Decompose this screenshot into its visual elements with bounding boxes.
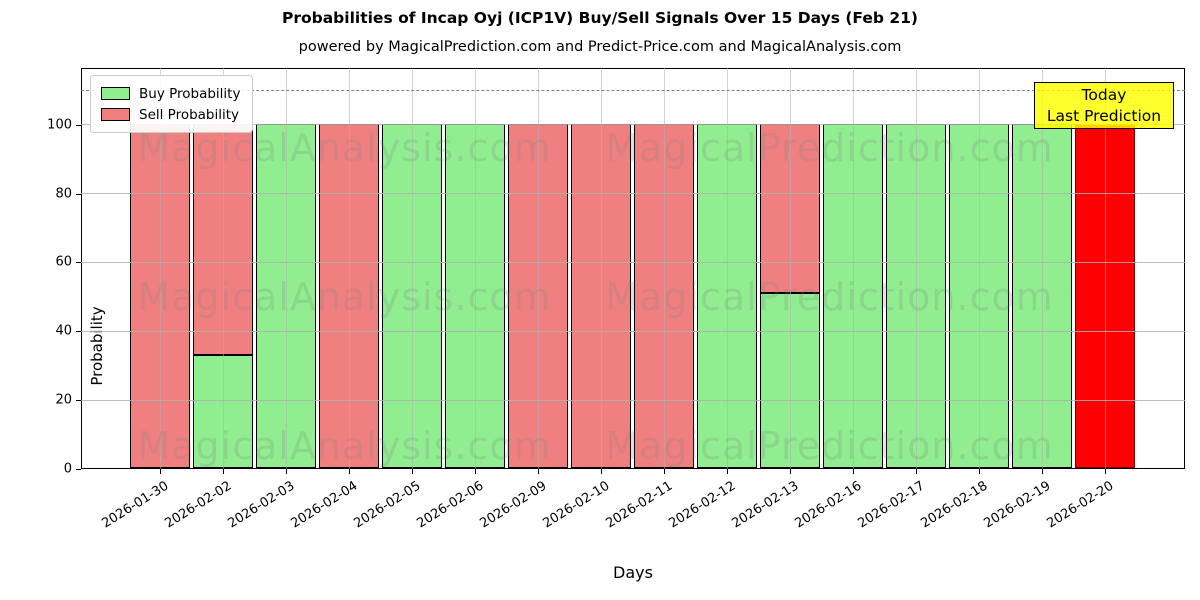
x-tick-mark — [1042, 469, 1043, 474]
plot-inner: MagicalAnalysis.com MagicalPrediction.com… — [80, 67, 1185, 469]
legend-item-sell: Sell Probability — [101, 104, 240, 125]
legend-label-buy: Buy Probability — [139, 85, 241, 102]
watermark-text: MagicalPrediction.com — [605, 125, 1054, 170]
y-tick-label: 60 — [55, 254, 72, 270]
x-gridline — [789, 67, 791, 469]
y-gridline — [80, 124, 1185, 126]
y-tick-mark — [76, 469, 81, 470]
x-gridline — [600, 67, 602, 469]
x-tick-mark — [538, 469, 539, 474]
y-tick-label: 40 — [55, 323, 72, 339]
watermark-text: MagicalPrediction.com — [605, 274, 1054, 319]
x-tick-label: 2026-02-18 — [918, 478, 991, 532]
x-tick-mark — [349, 469, 350, 474]
buy-swatch-icon — [101, 87, 130, 100]
x-tick-label: 2026-02-16 — [792, 478, 865, 532]
y-gridline — [80, 399, 1185, 401]
x-tick-label: 2026-02-13 — [729, 478, 802, 532]
y-tick-label: 80 — [55, 186, 72, 202]
x-gridline — [1041, 67, 1043, 469]
y-gridline — [80, 193, 1185, 195]
x-gridline — [537, 67, 539, 469]
x-tick-mark — [286, 469, 287, 474]
x-tick-label: 2026-01-30 — [99, 478, 172, 532]
x-gridline — [915, 67, 917, 469]
today-annotation-line2: Last Prediction — [1046, 106, 1162, 125]
x-gridline — [348, 67, 350, 469]
x-gridline — [285, 67, 287, 469]
x-tick-mark — [601, 469, 602, 474]
chart-title: Probabilities of Incap Oyj (ICP1V) Buy/S… — [281, 9, 919, 27]
x-tick-label: 2026-02-02 — [162, 478, 235, 532]
y-tick-label: 0 — [63, 461, 72, 477]
legend: Buy Probability Sell Probability — [90, 75, 254, 133]
y-tick-label: 100 — [47, 117, 72, 133]
y-gridline — [80, 330, 1185, 332]
y-axis-label: Probability — [88, 306, 106, 386]
x-tick-label: 2026-02-12 — [666, 478, 739, 532]
x-tick-mark — [475, 469, 476, 474]
x-tick-mark — [223, 469, 224, 474]
today-annotation: Today Last Prediction — [1034, 82, 1174, 129]
x-gridline — [978, 67, 980, 469]
legend-label-sell: Sell Probability — [139, 106, 240, 123]
sell-swatch-icon — [101, 108, 130, 121]
legend-item-buy: Buy Probability — [101, 83, 240, 104]
chart-subtitle: powered by MagicalPrediction.com and Pre… — [298, 39, 902, 55]
x-gridline — [1104, 67, 1106, 469]
x-gridline — [159, 67, 161, 469]
x-tick-label: 2026-02-19 — [981, 478, 1054, 532]
x-tick-label: 2026-02-10 — [540, 478, 613, 532]
x-tick-label: 2026-02-04 — [288, 478, 361, 532]
today-annotation-line1: Today — [1081, 85, 1127, 104]
x-gridline — [726, 67, 728, 469]
plot-area: MagicalAnalysis.com MagicalPrediction.com… — [80, 67, 1185, 469]
x-tick-mark — [664, 469, 665, 474]
x-tick-label: 2026-02-11 — [603, 478, 676, 532]
x-tick-mark — [412, 469, 413, 474]
x-tick-label: 2026-02-20 — [1044, 478, 1117, 532]
watermark-text: MagicalPrediction.com — [605, 423, 1054, 468]
x-tick-mark — [1105, 469, 1106, 474]
x-tick-mark — [853, 469, 854, 474]
watermark-text: MagicalAnalysis.com — [137, 423, 552, 468]
x-tick-mark — [727, 469, 728, 474]
x-gridline — [852, 67, 854, 469]
x-tick-label: 2026-02-09 — [477, 478, 550, 532]
watermark-text: MagicalAnalysis.com — [137, 274, 552, 319]
x-gridline — [663, 67, 665, 469]
x-gridline — [474, 67, 476, 469]
x-gridline — [411, 67, 413, 469]
x-tick-mark — [916, 469, 917, 474]
y-tick-label: 20 — [55, 392, 72, 408]
x-tick-mark — [790, 469, 791, 474]
threshold-dashed-line — [80, 89, 1185, 91]
y-gridline — [80, 261, 1185, 263]
x-tick-mark — [160, 469, 161, 474]
x-axis-label: Days — [613, 563, 653, 582]
x-tick-mark — [979, 469, 980, 474]
x-tick-label: 2026-02-03 — [225, 478, 298, 532]
x-tick-label: 2026-02-05 — [351, 478, 424, 532]
x-tick-label: 2026-02-06 — [414, 478, 487, 532]
x-tick-label: 2026-02-17 — [855, 478, 928, 532]
x-gridline — [222, 67, 224, 469]
